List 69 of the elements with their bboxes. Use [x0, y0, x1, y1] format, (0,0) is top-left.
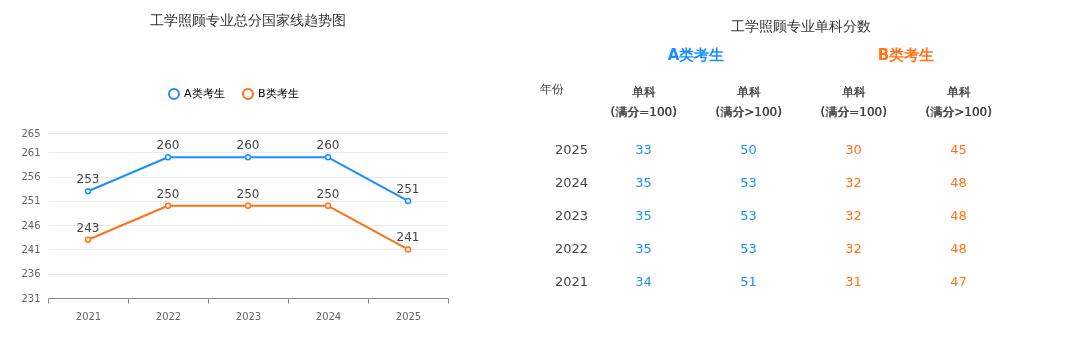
- y-tick-label: 236: [21, 268, 41, 280]
- legend-label: A类考生: [184, 87, 225, 100]
- point: [244, 202, 252, 210]
- chart-title: 工学照顾专业单科分数: [731, 18, 871, 34]
- data-label: 243: [76, 220, 100, 235]
- y-tick-label: 241: [21, 243, 41, 255]
- point: [324, 202, 332, 210]
- data-label: 35: [635, 207, 652, 223]
- x-tick-label: 单科 (满分>100): [925, 84, 992, 119]
- data-label: 33: [635, 141, 652, 157]
- data-label: 53: [740, 240, 757, 256]
- point: [164, 154, 172, 161]
- point: [84, 236, 92, 244]
- data-label: 53: [740, 174, 757, 190]
- x-tick-label: 单科 (满分>100): [715, 84, 782, 119]
- data-label: 34: [635, 273, 652, 289]
- y-axis-title: 年份: [539, 81, 564, 96]
- x-tick-label: 单科 (满分=100): [610, 84, 677, 119]
- data-label: 250: [236, 186, 260, 201]
- y-tick-label: 2022: [554, 240, 589, 256]
- y-tick-label: 2021: [554, 273, 589, 289]
- point: [404, 246, 412, 253]
- y-tick-label: 251: [21, 195, 41, 207]
- point: [404, 197, 412, 205]
- legend-label: B类考生: [258, 87, 299, 100]
- y-tick-label: 2023: [554, 207, 589, 223]
- data-label: 250: [316, 186, 340, 201]
- data-label: 32: [845, 207, 862, 223]
- x-tick-label: 2022: [155, 310, 182, 322]
- data-label: 35: [635, 240, 652, 256]
- y-tick-label: 261: [21, 146, 41, 158]
- data-label: 32: [845, 174, 862, 190]
- data-label: 48: [950, 207, 967, 223]
- x-tick-label: 2024: [315, 310, 342, 322]
- x-tick-label: 2021: [75, 310, 102, 322]
- data-label: 251: [396, 181, 420, 196]
- point: [324, 154, 332, 161]
- data-label: 51: [740, 273, 757, 289]
- data-label: 260: [236, 138, 260, 153]
- data-label: 31: [845, 273, 862, 289]
- data-label: 241: [396, 230, 420, 245]
- data-label: 35: [635, 174, 652, 190]
- data-label: 260: [316, 138, 340, 153]
- data-label: 30: [845, 141, 862, 157]
- data-label: 47: [950, 273, 967, 289]
- chart-title: 工学照顾专业总分国家线趋势图: [150, 12, 346, 28]
- y-tick-label: 265: [21, 127, 41, 139]
- y-tick-label: 2024: [554, 174, 589, 190]
- y-tick-label: 231: [21, 292, 41, 304]
- y-tick-label: 256: [21, 171, 41, 183]
- data-label: 53: [740, 207, 757, 223]
- point: [244, 154, 252, 161]
- data-label: 50: [740, 141, 757, 157]
- data-label: 48: [950, 174, 967, 190]
- x-tick-label: 2025: [395, 310, 422, 322]
- text: B类考生: [877, 46, 935, 64]
- data-label: 32: [845, 240, 862, 256]
- x-tick-label: 2023: [235, 310, 262, 322]
- data-label: 45: [950, 141, 967, 157]
- x-tick-label: 单科 (满分=100): [820, 84, 887, 119]
- data-label: 48: [950, 240, 967, 256]
- y-tick-label: 2025: [554, 141, 589, 157]
- point: [84, 187, 92, 195]
- data-label: 260: [156, 138, 180, 153]
- data-label: 253: [76, 172, 100, 187]
- data-label: 250: [156, 186, 180, 201]
- text: A类考生: [667, 46, 725, 64]
- point: [164, 202, 172, 210]
- y-tick-label: 246: [21, 219, 41, 231]
